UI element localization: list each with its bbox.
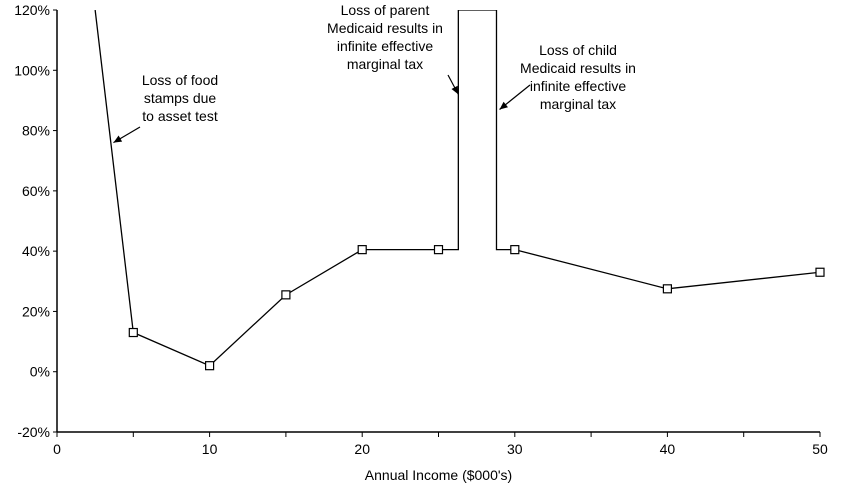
data-point — [357, 245, 367, 255]
y-tick-label: 20% — [22, 303, 50, 319]
x-tick-label: 30 — [507, 441, 523, 457]
annotation-line: infinite effective — [530, 78, 626, 94]
data-point — [815, 267, 825, 277]
data-point — [128, 327, 138, 338]
annotation-line: infinite effective — [337, 38, 433, 54]
annotation-line: Medicaid results in — [327, 20, 443, 36]
annotation-line: marginal tax — [540, 96, 616, 112]
data-point — [510, 245, 520, 255]
y-tick-label: 0% — [30, 364, 50, 380]
y-tick-label: -20% — [17, 424, 50, 440]
x-tick-label: 40 — [660, 441, 676, 457]
x-tick-label: 10 — [202, 441, 218, 457]
y-tick-label: 100% — [14, 62, 50, 78]
x-tick-label: 0 — [53, 441, 61, 457]
series-layer — [94, 10, 820, 367]
x-tick-label: 50 — [812, 441, 828, 457]
markers-layer — [128, 245, 825, 371]
data-point — [662, 284, 673, 294]
y-tick-label: 120% — [14, 2, 50, 18]
y-tick-label: 80% — [22, 123, 50, 139]
data-point — [281, 290, 291, 300]
annotation-line: Loss of child — [539, 42, 617, 58]
axes: -20% 0% 20% 40% 60% 80% 100% 120% 0 10 20 30 40 50 — [14, 2, 828, 457]
y-tick-label: 60% — [22, 183, 50, 199]
x-axis-title: Annual Income ($000's) — [365, 467, 512, 483]
annotation-arrowhead — [499, 101, 508, 110]
x-tick-label: 20 — [354, 441, 370, 457]
annotation-line: marginal tax — [347, 56, 423, 72]
annotation-line: Loss of parent — [341, 2, 430, 18]
annotations-layer: Loss of food stamps due to asset test Loss … — [113, 2, 636, 144]
series-line — [94, 10, 820, 367]
annotation-line: to asset test — [142, 108, 218, 124]
annotation-arrowhead — [451, 85, 459, 95]
y-tick-label: 40% — [22, 243, 50, 259]
annotation-line: Medicaid results in — [520, 60, 636, 76]
data-point — [433, 245, 444, 255]
annotation-arrowhead — [113, 135, 123, 143]
data-point — [205, 361, 215, 371]
annotation-line: Loss of food — [142, 72, 218, 88]
annotation-line: stamps due — [144, 90, 217, 106]
